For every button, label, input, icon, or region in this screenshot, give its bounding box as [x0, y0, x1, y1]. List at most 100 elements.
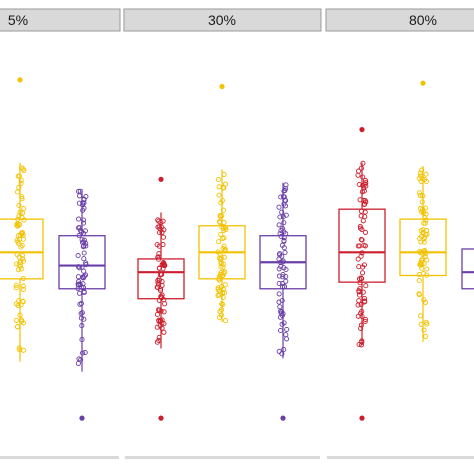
jitter-point — [220, 301, 226, 308]
jitter-point — [80, 281, 86, 287]
strip-label-80pct: 80% — [409, 12, 437, 28]
jitter-point — [156, 251, 162, 257]
jitter-point — [82, 272, 89, 278]
jitter-point — [155, 307, 162, 313]
jitter-point — [156, 229, 163, 236]
jitter-point — [19, 196, 25, 202]
jitter-point — [83, 260, 89, 266]
jitter-point — [19, 252, 25, 259]
jitter-point — [424, 266, 430, 272]
box-group — [0, 77, 44, 362]
jitter-point — [220, 294, 226, 301]
jitter-point — [78, 300, 84, 306]
jitter-point — [279, 242, 285, 248]
strip-background-80pct — [325, 8, 474, 32]
jitter-point — [417, 170, 423, 176]
jitter-point — [362, 243, 368, 249]
jitter-point — [423, 250, 429, 256]
jitter-point — [14, 237, 20, 243]
jitter-point — [220, 245, 226, 252]
jitter-point — [421, 210, 427, 216]
jitter-point — [355, 256, 361, 262]
jitter-point — [419, 199, 425, 205]
jitter-point — [358, 342, 365, 348]
jitter-point — [416, 190, 422, 196]
outlier-point — [158, 415, 164, 421]
jitter-point — [14, 251, 20, 258]
jitter-point — [216, 292, 222, 298]
jitter-point — [276, 222, 282, 228]
outlier-point — [219, 83, 225, 90]
jitter-point — [160, 234, 166, 240]
jitter-point — [276, 204, 282, 210]
plot-area — [0, 77, 474, 421]
jitter-point — [216, 192, 222, 198]
box-group — [58, 188, 106, 421]
outlier-point — [280, 415, 286, 421]
jitter-point — [154, 311, 160, 318]
jitter-point — [424, 321, 430, 327]
jitter-point — [156, 337, 162, 343]
jitter-point — [218, 200, 224, 206]
box-group — [198, 83, 246, 324]
jitter-point — [358, 325, 364, 331]
jitter-point — [160, 242, 166, 248]
outlier-point — [359, 126, 365, 133]
jitter-point — [216, 239, 222, 245]
jitter-point — [422, 234, 428, 240]
jitter-point — [14, 189, 21, 195]
outlier-point — [420, 80, 426, 86]
jitter-point — [15, 324, 21, 330]
jitter-point — [360, 174, 366, 180]
jitter-point — [277, 314, 283, 320]
jitter-point — [357, 223, 363, 229]
jitter-point — [276, 273, 282, 279]
bottom-axis-strips — [0, 456, 474, 459]
jitter-point — [278, 227, 284, 234]
jitter-point — [361, 201, 367, 208]
strip-label-30pct: 30% — [208, 12, 236, 28]
jitter-point — [220, 207, 226, 213]
jitter-point — [75, 252, 81, 259]
jitter-point — [283, 182, 289, 188]
jitter-point — [278, 263, 284, 270]
jitter-point — [216, 219, 222, 225]
jitter-point — [81, 316, 87, 322]
jitter-point — [363, 180, 369, 186]
jitter-point — [278, 194, 284, 200]
jitter-point — [279, 281, 285, 287]
jitter-point — [15, 216, 21, 222]
jitter-point — [284, 336, 290, 342]
jitter-point — [220, 287, 226, 293]
jitter-point — [359, 308, 365, 314]
jitter-point — [357, 225, 364, 231]
box-group — [399, 80, 447, 342]
jitter-point — [216, 277, 222, 283]
jitter-point — [75, 188, 82, 194]
jitter-point — [76, 282, 82, 288]
jitter-point — [18, 177, 24, 183]
jitter-point — [281, 347, 287, 353]
jitter-point — [359, 237, 365, 243]
jitter-point — [419, 167, 425, 173]
box-group — [338, 126, 386, 421]
jitter-point — [358, 302, 364, 308]
outlier-point — [359, 415, 365, 421]
jitter-point — [76, 193, 83, 199]
jitter-point — [20, 232, 26, 238]
jitter-point — [221, 290, 228, 296]
jitter-point — [156, 334, 162, 340]
jitter-point — [221, 254, 227, 260]
bottom-strip-30pct — [125, 456, 320, 459]
jitter-point — [159, 229, 165, 235]
jitter-point — [222, 224, 228, 230]
jitter-point — [81, 250, 87, 256]
jitter-point — [418, 262, 424, 268]
jitter-point — [18, 180, 24, 186]
jitter-point — [357, 197, 363, 203]
jitter-point — [419, 257, 425, 263]
jitter-point — [19, 215, 25, 221]
facet-strips: 5% 30% 80% — [0, 8, 474, 32]
strip-label-5pct: 5% — [8, 12, 28, 28]
jitter-point — [418, 321, 424, 327]
